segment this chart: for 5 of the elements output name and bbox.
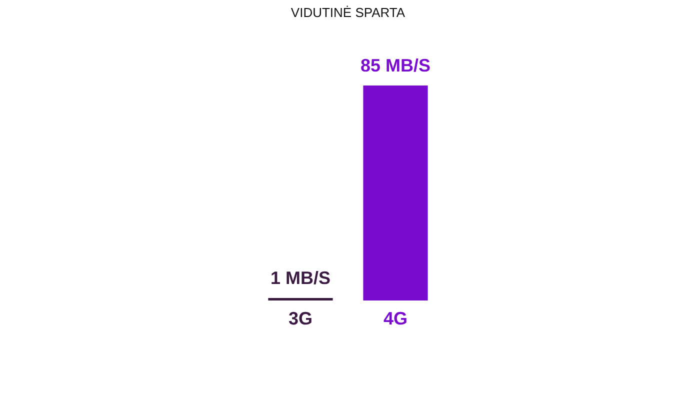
- data-label: 85 MB/S: [360, 56, 431, 76]
- data-label: 1 MB/S: [270, 268, 331, 288]
- x-tick-label: 4G: [383, 308, 408, 328]
- x-tick-label: 3G: [288, 308, 313, 328]
- chart-title: VIDUTINĖ SPARTA: [290, 5, 406, 20]
